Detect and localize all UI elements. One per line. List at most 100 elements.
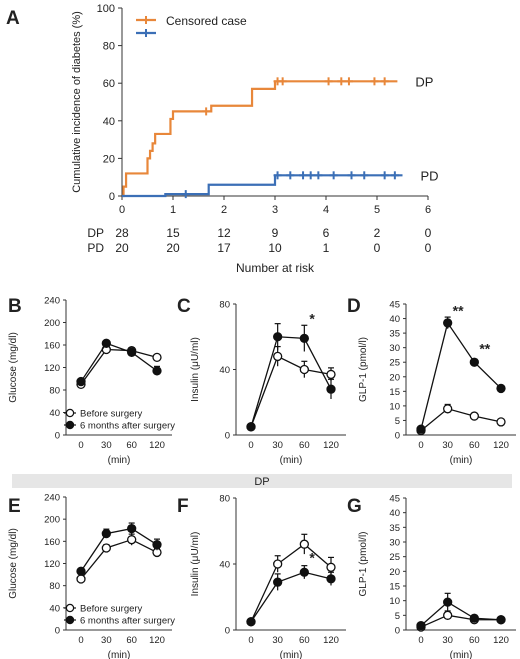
marker-filled bbox=[299, 333, 309, 344]
panel-label-c: C bbox=[177, 296, 191, 317]
risk-table-title: Number at risk bbox=[236, 261, 315, 275]
x-tick-label: 60 bbox=[126, 635, 137, 646]
marker-open bbox=[299, 364, 309, 375]
x-tick-label: 30 bbox=[272, 440, 283, 451]
censor-mark-dp bbox=[380, 77, 389, 86]
risk-row-name: DP bbox=[87, 226, 104, 240]
x-tick-label: 6 bbox=[425, 204, 431, 216]
marker-filled bbox=[416, 620, 426, 631]
y-tick-label: 0 bbox=[395, 431, 400, 442]
risk-cell: 1 bbox=[323, 241, 330, 255]
x-tick-label: 5 bbox=[374, 204, 380, 216]
x-tick-label: 4 bbox=[323, 204, 329, 216]
y-tick-label: 0 bbox=[55, 431, 60, 442]
x-tick-label: 60 bbox=[469, 635, 480, 646]
marker-open bbox=[127, 535, 137, 545]
marker-filled bbox=[469, 613, 479, 623]
y-axis-label: Glucose (mg/dl) bbox=[8, 528, 19, 599]
panel-label-f: F bbox=[177, 496, 189, 517]
x-tick-label: 0 bbox=[418, 440, 423, 451]
y-tick-label: 20 bbox=[389, 567, 400, 578]
y-tick-label: 40 bbox=[49, 408, 60, 419]
legend-label: Before surgery bbox=[80, 409, 143, 420]
marker-filled bbox=[152, 366, 162, 376]
marker-open bbox=[299, 539, 309, 549]
censor-mark-dp bbox=[337, 77, 346, 86]
risk-row-name: PD bbox=[87, 241, 104, 255]
marker-open bbox=[443, 404, 453, 414]
y-tick-label: 80 bbox=[49, 581, 60, 592]
series-line-before bbox=[250, 543, 332, 623]
y-tick-label: 0 bbox=[55, 626, 60, 637]
risk-cell: 15 bbox=[166, 226, 180, 240]
y-tick-label: 200 bbox=[44, 318, 60, 329]
marker-filled bbox=[101, 528, 111, 539]
x-tick-label: 1 bbox=[170, 204, 176, 216]
marker-filled bbox=[416, 424, 426, 434]
marker-open bbox=[469, 411, 479, 421]
marker-filled bbox=[246, 422, 256, 432]
marker-filled bbox=[443, 318, 453, 328]
legend-marker bbox=[65, 420, 75, 430]
x-tick-label: 3 bbox=[272, 204, 278, 216]
y-tick-label: 40 bbox=[49, 603, 60, 614]
series-line-before bbox=[420, 614, 501, 628]
marker-open bbox=[443, 610, 453, 620]
section-band: DP bbox=[12, 474, 512, 488]
y-axis-label: Glucose (mg/dl) bbox=[8, 332, 19, 403]
series-line-after bbox=[80, 342, 158, 382]
censor-mark-pd bbox=[390, 171, 399, 180]
marker-filled bbox=[273, 332, 283, 342]
risk-cell: 0 bbox=[425, 226, 432, 240]
x-tick-label: 120 bbox=[493, 635, 509, 646]
marker-filled bbox=[127, 347, 137, 357]
legend-label: 6 months after surgery bbox=[80, 616, 175, 627]
y-tick-label: 240 bbox=[44, 493, 60, 504]
x-tick-label: 2 bbox=[221, 204, 227, 216]
legend-marker bbox=[65, 408, 75, 418]
legend-censor-dp bbox=[142, 16, 150, 24]
y-tick-label: 80 bbox=[49, 386, 60, 397]
x-tick-label: 30 bbox=[272, 635, 283, 646]
marker-filled bbox=[273, 577, 283, 587]
y-tick-label: 160 bbox=[44, 341, 60, 352]
x-tick-label: 30 bbox=[101, 635, 112, 646]
legend-label: Before surgery bbox=[80, 604, 143, 615]
y-tick-label: 35 bbox=[389, 523, 400, 534]
marker-open bbox=[326, 369, 336, 380]
legend-marker bbox=[65, 615, 75, 625]
marker-filled bbox=[443, 597, 453, 607]
risk-cell: 17 bbox=[217, 241, 231, 255]
censor-mark-pd bbox=[306, 171, 315, 180]
y-tick-label: 30 bbox=[389, 538, 400, 549]
section-band-label: DP bbox=[254, 476, 269, 488]
y-tick-label: 5 bbox=[395, 611, 400, 622]
y-axis-label: Insulin (μU/ml) bbox=[190, 337, 201, 402]
censor-mark-pd bbox=[380, 171, 389, 180]
series-line-after bbox=[250, 571, 332, 623]
risk-cell: 9 bbox=[272, 226, 279, 240]
km-curve-pd bbox=[122, 174, 403, 198]
panel-d: D 0 5 10 15 20 25 30 35 40 45 0 30 60 120 (min) GLP-1 (p… bbox=[347, 296, 516, 466]
x-tick-label: 60 bbox=[469, 440, 480, 451]
y-tick-label: 40 bbox=[219, 365, 230, 376]
x-axis-label: (min) bbox=[108, 455, 131, 466]
series-line-before bbox=[250, 355, 332, 428]
x-tick-label: 0 bbox=[248, 440, 253, 451]
y-tick-label: 0 bbox=[109, 191, 115, 203]
x-tick-label: 0 bbox=[78, 635, 83, 646]
censor-mark-dp bbox=[370, 77, 379, 86]
series-line-before bbox=[420, 408, 502, 432]
censor-mark-pd bbox=[299, 171, 308, 180]
censor-mark-dp bbox=[344, 77, 353, 86]
y-tick-label: 10 bbox=[389, 596, 400, 607]
censor-mark-pd bbox=[347, 171, 356, 180]
censor-mark-dp bbox=[202, 107, 211, 116]
risk-cell: 12 bbox=[217, 226, 231, 240]
marker-filled bbox=[326, 574, 336, 584]
y-tick-label: 45 bbox=[389, 300, 400, 311]
y-tick-label: 240 bbox=[44, 296, 60, 307]
x-tick-label: 30 bbox=[101, 440, 112, 451]
marker-filled bbox=[326, 384, 336, 394]
